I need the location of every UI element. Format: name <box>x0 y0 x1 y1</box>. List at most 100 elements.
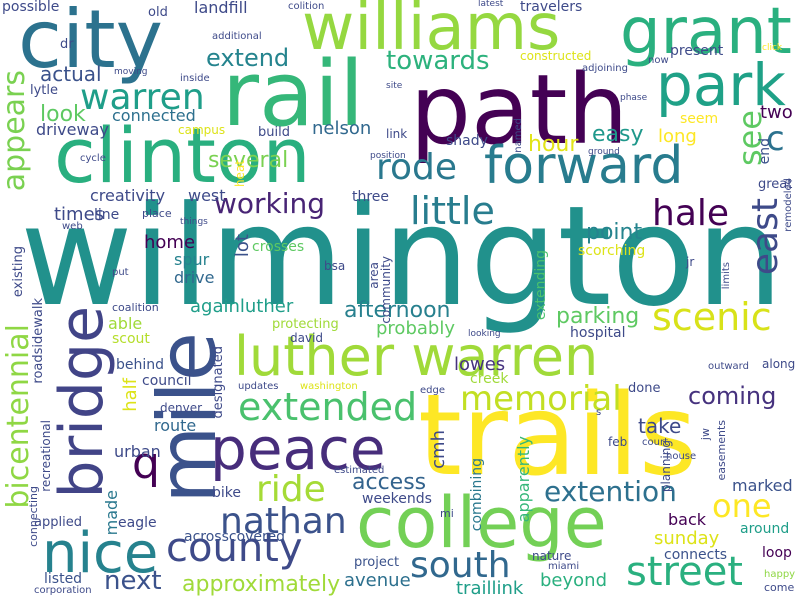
word-link: link <box>386 127 408 141</box>
word-behind: behind <box>116 357 165 373</box>
word-existing: existing <box>11 246 26 298</box>
word-possible: possible <box>2 0 60 15</box>
word-memorial: memorial <box>460 379 622 419</box>
word-lytle: lytle <box>30 83 59 98</box>
word-next: next <box>104 566 162 596</box>
word-extention: extention <box>544 475 677 508</box>
word-eagle: eagle <box>118 515 157 531</box>
word-things: things <box>180 217 208 227</box>
word-route: route <box>154 416 197 435</box>
word-scenic: scenic <box>652 295 772 339</box>
word-south: south <box>410 545 511 586</box>
word-limits: limits <box>721 262 732 290</box>
word-bsa: bsa <box>324 259 346 273</box>
word-dr: dr <box>60 37 74 52</box>
word-mi: mi <box>440 507 454 520</box>
word-c: c <box>766 119 785 159</box>
word-point: point <box>586 220 643 245</box>
word-home: home <box>144 232 196 253</box>
word-traillink: traillink <box>456 578 524 599</box>
word-recreational: recreational <box>39 420 53 492</box>
word-end: end <box>757 138 773 165</box>
word-great: great <box>758 177 793 192</box>
word-jw: jw <box>699 428 712 441</box>
word-lowes: lowes <box>454 354 506 375</box>
word-drive: drive <box>174 268 215 287</box>
word-coming: coming <box>688 382 777 410</box>
word-project: project <box>354 555 400 570</box>
word-extended: extended <box>238 385 418 429</box>
word-againluther: againluther <box>190 296 294 317</box>
word-forward: forward <box>484 136 684 196</box>
word-position: position <box>370 151 406 161</box>
word-along: along <box>762 357 796 371</box>
word-protecting: protecting <box>272 317 339 332</box>
word-one: one <box>712 487 772 525</box>
word-weekends: weekends <box>362 491 432 507</box>
word-ride: ride <box>256 469 326 510</box>
word-community: community <box>379 256 393 324</box>
word-take: take <box>638 414 682 438</box>
word-beyond: beyond <box>540 570 607 591</box>
word-sunday: sunday <box>654 528 720 549</box>
word-cycle: cycle <box>80 153 106 164</box>
word-shady: shady <box>446 133 488 149</box>
word-long: long <box>658 126 697 147</box>
word-named: named <box>513 118 524 153</box>
word-easy: easy <box>592 122 644 147</box>
word-q: q <box>132 438 160 489</box>
word-loop: loop <box>762 545 792 561</box>
word-little: little <box>410 189 495 233</box>
word-latest: latest <box>478 0 504 9</box>
word-miami: miami <box>548 561 580 572</box>
word-outward: outward <box>708 361 749 372</box>
word-peace: peace <box>210 415 386 483</box>
word-trails: trails <box>418 371 698 501</box>
word-remodeled: remodeled <box>783 178 794 232</box>
word-denver: denver <box>160 401 203 415</box>
word-bridge: bridge <box>47 306 117 499</box>
word-connects: connects <box>664 547 728 563</box>
word-park: park <box>656 51 786 119</box>
word-colition: colition <box>288 1 325 12</box>
word-roadsidewalk: roadsidewalk <box>31 298 46 384</box>
word-rail: rail <box>222 42 365 147</box>
word-path: path <box>410 54 629 166</box>
word-cmh: cmh <box>428 430 449 469</box>
word-acrosscovered: acrosscovered <box>184 529 285 545</box>
word-scorching: scorching <box>578 243 646 259</box>
word-nelson: nelson <box>312 118 372 139</box>
word-applied: applied <box>34 515 82 530</box>
word-actual: actual <box>40 62 102 86</box>
word-site: site <box>386 81 403 91</box>
word-heat: heat <box>233 160 247 188</box>
word-click: click <box>762 43 783 53</box>
word-campus: campus <box>178 123 226 137</box>
word-towards: towards <box>386 46 490 76</box>
word-street: street <box>626 549 743 595</box>
word-moving: moving <box>114 67 148 77</box>
word-back: back <box>668 510 707 529</box>
word-looking: looking <box>468 329 501 339</box>
word-urban: urban <box>114 442 161 461</box>
word-listed: listed <box>44 571 83 587</box>
word-updates: updates <box>238 381 279 392</box>
word-house: house <box>666 451 697 462</box>
word-feb: feb <box>608 435 628 449</box>
word-happy: happy <box>764 569 796 580</box>
word-two: two <box>760 102 793 123</box>
word-jr: jr <box>686 255 695 269</box>
word-now: now <box>648 55 669 66</box>
word-ground: ground <box>588 147 620 157</box>
word-wilmington: wilmington <box>20 176 784 337</box>
word-inside: inside <box>180 73 210 84</box>
word-look: look <box>40 102 86 127</box>
word-nathan: nathan <box>220 501 347 542</box>
word-driveway: driveway <box>36 120 109 139</box>
word-creek: creek <box>470 371 509 387</box>
word-three: three <box>352 189 390 205</box>
word-clinton: clinton <box>54 111 311 200</box>
word-nature: nature <box>532 549 572 563</box>
word-court: court <box>642 437 668 448</box>
word-constructed: constructed <box>520 49 592 63</box>
